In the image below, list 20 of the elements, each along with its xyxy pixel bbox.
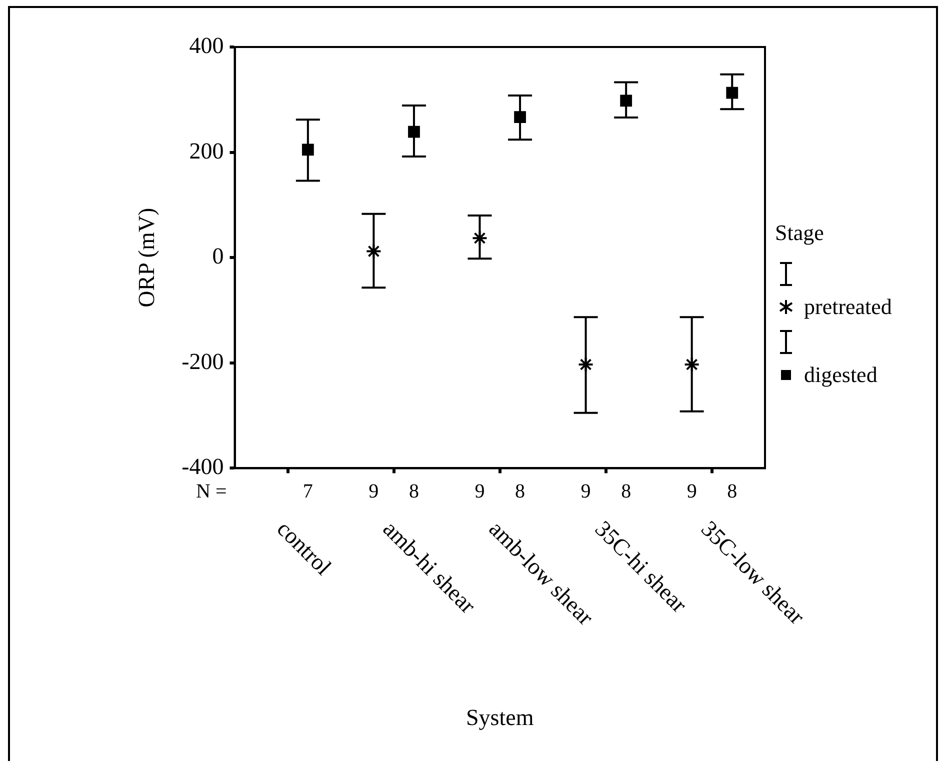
text: 9 xyxy=(686,480,697,502)
text: 8 xyxy=(727,480,738,502)
text: 9 xyxy=(580,480,591,502)
y-tick-label: 200 xyxy=(189,138,224,164)
legend-label: pretreated xyxy=(804,294,892,320)
text: 8 xyxy=(621,480,632,502)
y-tick-label: 400 xyxy=(189,33,224,58)
text: 8 xyxy=(408,480,419,502)
text: 9 xyxy=(368,480,379,502)
text: 8 xyxy=(515,480,526,502)
y-tick-label: -400 xyxy=(182,454,224,480)
y-axis-title: ORP (mV) xyxy=(134,208,159,308)
legend-label: digested xyxy=(804,362,878,388)
text: N = xyxy=(196,480,227,502)
y-tick-label: -200 xyxy=(182,348,224,374)
y-tick-label: 0 xyxy=(212,244,224,269)
legend-title: Stage xyxy=(775,220,825,246)
text: 9 xyxy=(474,480,485,502)
x-axis-title: System xyxy=(466,705,534,730)
text: 7 xyxy=(302,480,313,502)
